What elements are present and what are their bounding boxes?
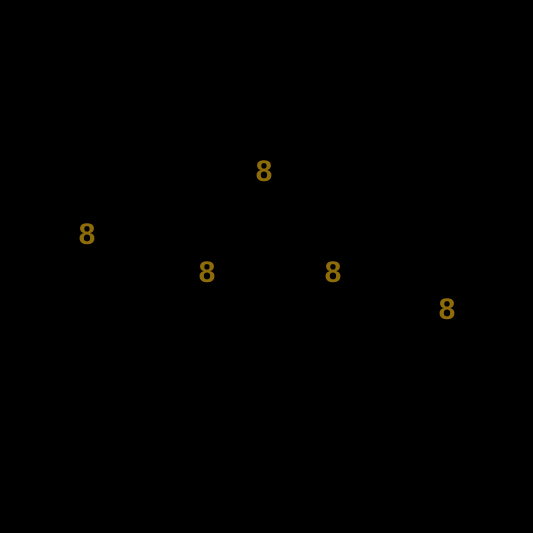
point-glyph-1: 8 (199, 258, 216, 288)
point-glyph-3: 8 (325, 258, 342, 288)
diagram-canvas: 8 8 8 8 8 (0, 0, 533, 533)
point-glyph-4: 8 (439, 295, 456, 325)
point-glyph-0: 8 (79, 220, 96, 250)
point-glyph-2: 8 (256, 157, 273, 187)
